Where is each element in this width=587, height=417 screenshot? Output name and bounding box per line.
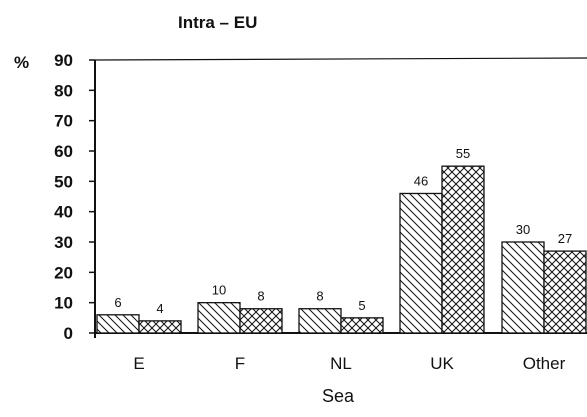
y-tick-label: 40 xyxy=(54,203,73,222)
y-tick-label: 90 xyxy=(54,51,73,70)
chart-title: Intra – EU xyxy=(178,13,257,32)
bars xyxy=(96,165,587,334)
data-label: 4 xyxy=(156,301,163,316)
y-tick-label: 50 xyxy=(54,172,73,191)
bar-other-series-1 xyxy=(501,241,545,334)
bar-e-series-1 xyxy=(96,314,140,334)
data-labels: 6 4 10 8 8 5 46 55 30 27 xyxy=(114,146,572,316)
y-tick-label: 70 xyxy=(54,112,73,131)
x-tick-label-e: E xyxy=(133,354,144,373)
bar-uk-series-1 xyxy=(399,192,443,334)
data-label: 5 xyxy=(358,298,365,313)
data-label: 6 xyxy=(114,295,121,310)
data-label: 46 xyxy=(414,173,428,188)
data-label: 55 xyxy=(456,146,470,161)
data-label: 8 xyxy=(316,289,323,304)
x-tick-label-other: Other xyxy=(523,354,566,373)
plot-top-border xyxy=(94,57,587,61)
bar-other-series-2 xyxy=(543,250,587,334)
y-tick-label: 30 xyxy=(54,233,73,252)
y-tick-label: 60 xyxy=(54,142,73,161)
x-tick-labels: E F NL UK Other xyxy=(133,354,565,373)
data-label: 10 xyxy=(212,283,226,298)
y-tick-label: 0 xyxy=(64,324,73,343)
bar-nl-series-1 xyxy=(298,308,342,334)
data-label: 30 xyxy=(516,222,530,237)
y-tick-label: 80 xyxy=(54,81,73,100)
y-tick-label: 20 xyxy=(54,263,73,282)
y-axis-label: % xyxy=(14,53,29,72)
bar-nl-series-2 xyxy=(340,317,384,334)
bar-uk-series-2 xyxy=(441,165,485,334)
bar-e-series-2 xyxy=(138,320,182,334)
x-tick-label-uk: UK xyxy=(430,354,454,373)
x-tick-label-f: F xyxy=(235,354,245,373)
y-ticks: 0 10 20 30 40 50 60 70 80 90 xyxy=(54,51,95,343)
x-tick-label-nl: NL xyxy=(330,354,352,373)
bar-f-series-1 xyxy=(197,302,241,334)
data-label: 8 xyxy=(257,289,264,304)
x-axis-label: Sea xyxy=(322,386,355,406)
y-tick-label: 10 xyxy=(54,294,73,313)
bar-f-series-2 xyxy=(239,308,283,334)
data-label: 27 xyxy=(558,231,572,246)
